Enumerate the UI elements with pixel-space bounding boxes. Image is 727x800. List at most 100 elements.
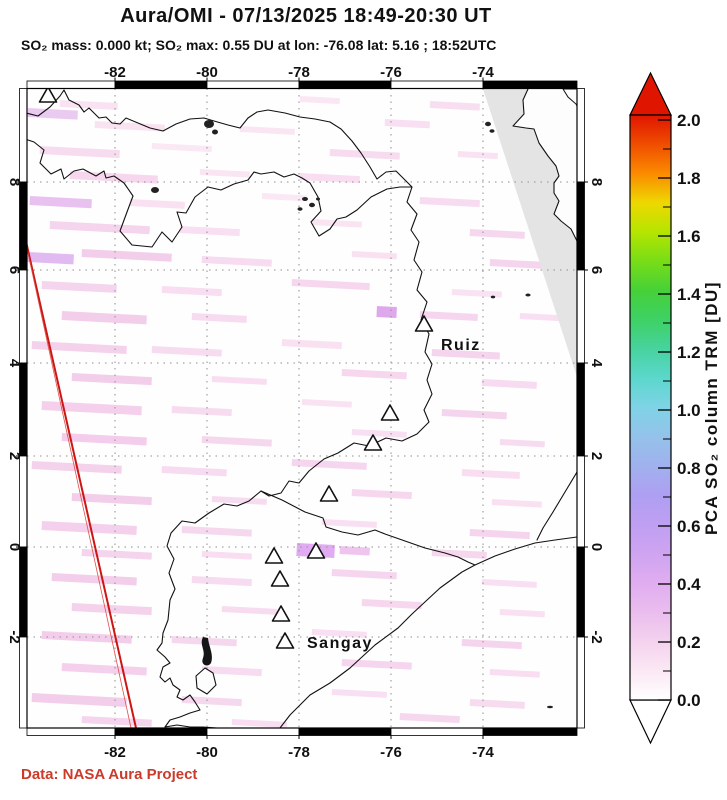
frame-band-segment [26, 80, 116, 89]
lon-tick-label: -82 [104, 64, 126, 81]
colorbar-tick-label: 1.6 [677, 227, 701, 246]
so2-pixel-streak [469, 529, 530, 540]
map-frame [16, 77, 588, 739]
axis-labels: -82 -82 -80 -80 -78 -78 -76 -76 -74 -74 8 8 6 6 4 4 2 2 0 0… [6, 64, 605, 761]
lon-tick-label: -76 [380, 64, 402, 81]
colorbar: 2.0 1.8 1.6 1.4 1.2 1.0 0.8 0.6 0.4 0.2 0.0 PCA SO… [629, 71, 721, 745]
volcano-marker [380, 404, 400, 421]
colorbar-gradient-bar [629, 114, 672, 701]
colorbar-tick-label: 0.8 [677, 459, 701, 478]
so2-pixel-streak [481, 379, 537, 389]
south-america-pacific-coastline [156, 186, 433, 728]
puna-island [195, 667, 217, 695]
colorbar-tick-label: 1.4 [677, 285, 701, 304]
so2-pixel-streak [181, 526, 252, 537]
lat-tick-label: 4 [6, 359, 23, 368]
so2-pixel-streak [221, 606, 277, 615]
volcano-marker [38, 88, 58, 103]
so2-pixel-streak [31, 341, 127, 354]
so2-pixel-streak [291, 279, 370, 291]
so2-pixel-streak [41, 521, 137, 535]
frame-band-segment [298, 727, 392, 736]
colorbar-tick-label: 1.2 [677, 343, 701, 362]
frame-band-segment [576, 636, 585, 729]
frame-band-segment [19, 181, 28, 271]
so2-pixel-streak [469, 228, 525, 239]
volcano-label: Ruiz [441, 337, 481, 354]
guayas-estuary-inlet [201, 637, 212, 666]
frame-band-segment [576, 455, 585, 548]
so2-pixel-streak [341, 659, 412, 670]
so2-pixel-streak [41, 280, 117, 293]
so2-pixel-streak [461, 468, 520, 480]
map-outline [26, 87, 578, 729]
so2-pixel-streak [231, 718, 287, 728]
caribbean-land-fill [513, 89, 577, 241]
so2-pixel-streak [451, 289, 502, 298]
lat-tick-label: 2 [588, 452, 605, 460]
frame-band-segment [390, 727, 484, 736]
frame-band-segment [26, 727, 116, 736]
so2-pixel-streak [499, 608, 545, 618]
so2-pixel-streak [457, 150, 498, 160]
small-islands [151, 120, 553, 709]
lon-tick-label: -74 [472, 64, 494, 81]
colorbar-ticks: 2.0 1.8 1.6 1.4 1.2 1.0 0.8 0.6 0.4 0.2 0.0 [658, 111, 701, 710]
volcano-marker [264, 547, 284, 564]
volcano-marker [363, 434, 383, 451]
so2-pixel-streak [29, 196, 92, 209]
so2-pixel-streak [519, 313, 560, 322]
caribbean-coastline-northeast [512, 88, 577, 242]
so2-pixel-streak [61, 433, 147, 446]
so2-pixel-streak [211, 376, 267, 385]
so2-pixel-streak [429, 100, 480, 111]
colorbar-tick-label: 0.6 [677, 517, 701, 536]
so2-pixel-streak [201, 665, 262, 677]
frame-band-segment [576, 362, 585, 457]
so2-pixel-streak [481, 579, 537, 588]
so2-pixel-streak [81, 249, 172, 262]
so2-pixel-streak [351, 250, 397, 260]
frame-band-segment [576, 181, 585, 271]
so2-pixel-streak [27, 108, 78, 120]
lat-tick-label: 2 [6, 452, 23, 460]
so2-pixel-streak [299, 96, 340, 105]
frame-band-segment [482, 727, 578, 736]
lat-tick-label: 6 [588, 266, 605, 274]
so2-pixel-streak [329, 148, 400, 160]
so2-pixel-layer [27, 96, 560, 728]
panama-pacific-coastline [27, 139, 413, 248]
colorbar-tick-label: 0.2 [677, 633, 701, 652]
lat-tick-label: -2 [6, 630, 23, 643]
so2-pixel-streak [351, 428, 407, 438]
so2-pixel-streak [171, 406, 232, 417]
colorbar-tick-label: 2.0 [677, 111, 701, 130]
so2-pixel-streak [71, 493, 152, 506]
so2-pixel-streak [39, 145, 120, 159]
frame-band-segment [206, 727, 300, 736]
so2-pixel-streak [31, 693, 127, 707]
frame-band-segment [19, 636, 28, 729]
frame-band-segment [576, 88, 585, 183]
orbit-track-layer [27, 241, 137, 728]
so2-pixel-streak [71, 603, 152, 616]
so2-pixel-streak [179, 226, 240, 237]
so2-pixel-streak [376, 305, 397, 319]
so2-pixel-streak [61, 310, 147, 325]
so2-pixel-streak [489, 669, 540, 678]
so2-pixel-streak [441, 409, 507, 420]
so2-pixel-streak [49, 221, 150, 235]
volcano-marker [414, 315, 434, 332]
so2-pixel-streak [431, 548, 487, 559]
data-credit: Data: NASA Aura Project [21, 766, 198, 783]
volcano-layer: Ruiz Sangay [38, 88, 481, 652]
so2-pixel-streak [311, 629, 367, 638]
so2-pixel-streak [431, 349, 500, 360]
lat-tick-label: 8 [588, 178, 605, 186]
so2-pixel-streak [311, 219, 362, 228]
so2-pixel-streak [51, 573, 137, 586]
lon-tick-label: -78 [288, 744, 310, 761]
lat-tick-label: 4 [588, 359, 605, 368]
so2-pixel-streak [261, 193, 307, 202]
